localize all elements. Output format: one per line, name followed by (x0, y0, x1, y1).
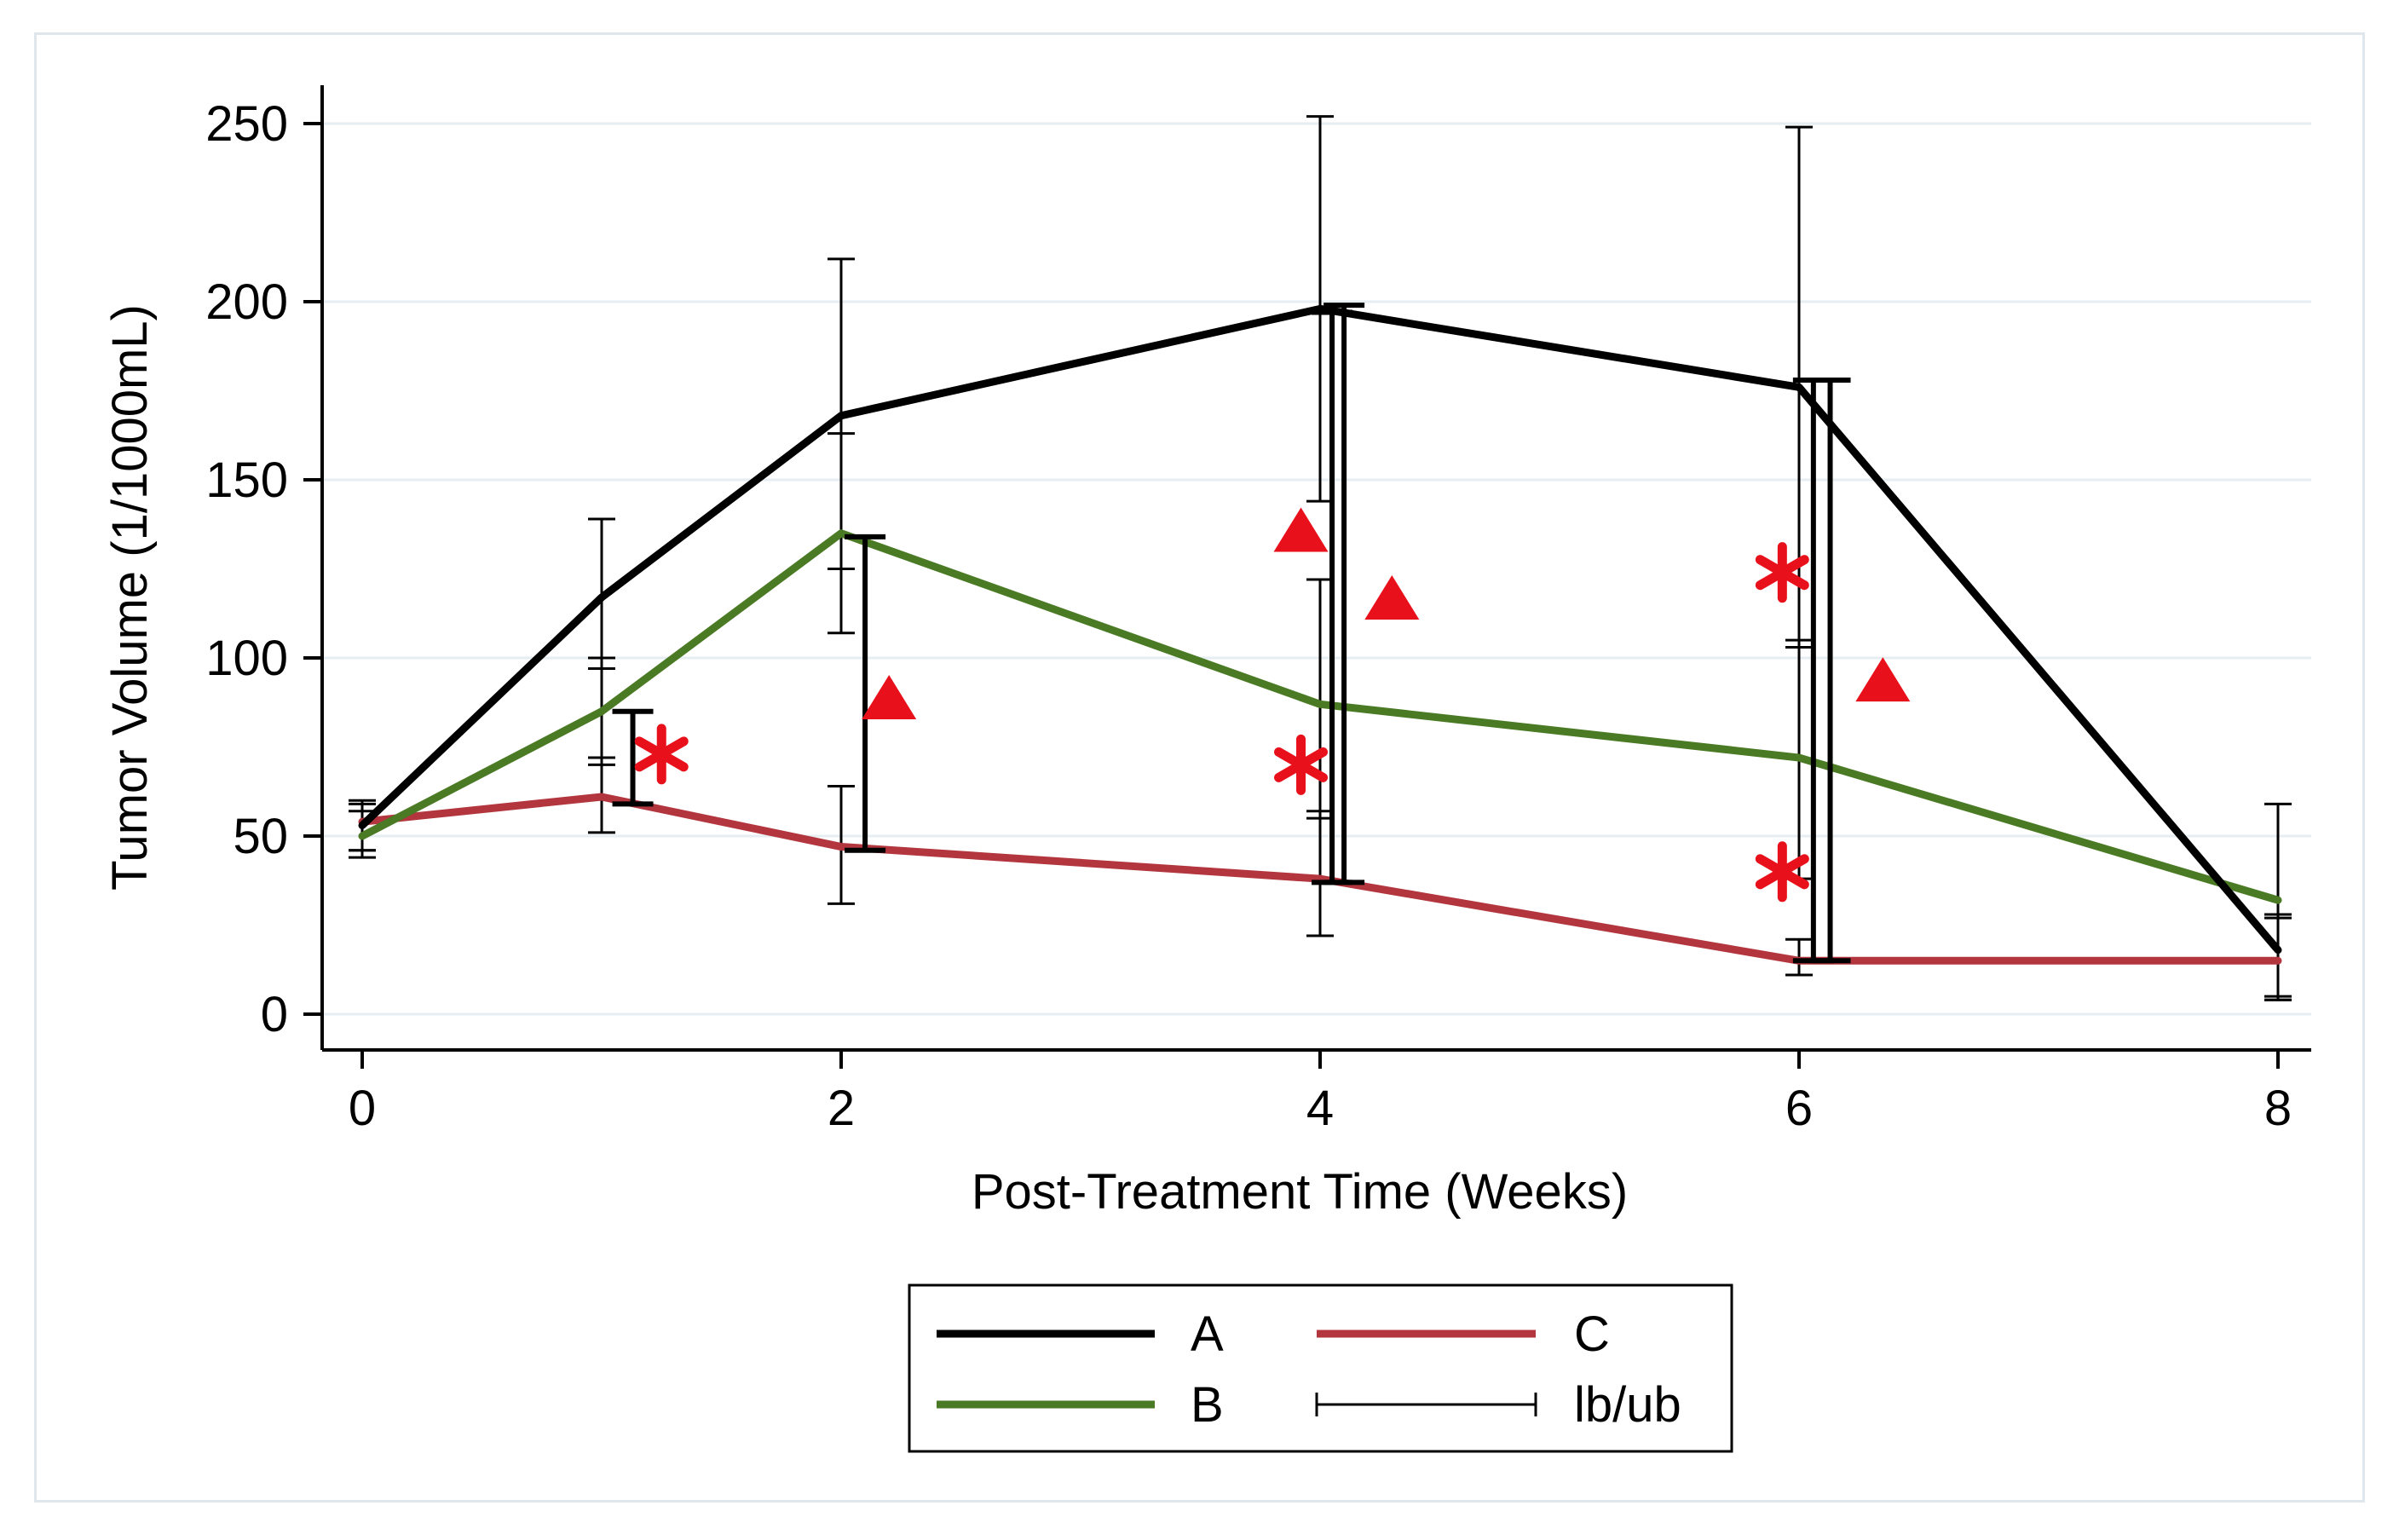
significance-markers (634, 507, 1911, 903)
asterisk-marker-5 (1755, 542, 1809, 603)
legend-label-errorbar: lb/ub (1574, 1377, 1681, 1433)
y-tick-label-3: 150 (205, 453, 288, 508)
triangle-marker-1 (862, 674, 917, 719)
chart-frame (34, 32, 2365, 1503)
series-line-b (358, 529, 2282, 904)
asterisk-stroke (634, 736, 689, 772)
series-line-a (358, 304, 2282, 955)
y-axis-title: Tumor Volume (1/1000mL) (102, 304, 158, 891)
series-lines (358, 304, 2282, 965)
asterisk-marker-6 (1755, 841, 1809, 903)
grid-lines (322, 122, 2311, 1016)
x-tick-label-1: 2 (828, 1081, 855, 1136)
legend-box (908, 1283, 1733, 1453)
legend-label-a: A (1191, 1306, 1224, 1362)
series-line-c (358, 793, 2282, 965)
triangle-marker-2 (1273, 507, 1329, 552)
asterisk-stroke (1274, 747, 1329, 782)
triangle-marker-3 (1364, 574, 1420, 620)
x-tick-label-0: 0 (349, 1081, 376, 1136)
error-bars (349, 115, 2292, 1001)
errorbar-c-3 (1306, 810, 1334, 937)
y-tick-label-0: 0 (261, 987, 288, 1042)
y-tick-label-1: 50 (233, 809, 288, 864)
axes (320, 85, 2311, 1052)
triangle-marker-7 (1855, 657, 1911, 702)
asterisk-stroke (1755, 854, 1809, 890)
legend-label-b: B (1191, 1377, 1224, 1433)
group-bar-5 (1809, 377, 1851, 964)
asterisk-marker-0 (634, 724, 689, 785)
x-tick-label-2: 4 (1306, 1081, 1334, 1136)
x-tick-label-3: 6 (1785, 1081, 1813, 1136)
x-tick-label-4: 8 (2264, 1081, 2292, 1136)
x-axis-title: Post-Treatment Time (Weeks) (972, 1164, 1628, 1220)
group-error-bars (612, 303, 1851, 964)
legend-label-c: C (1574, 1306, 1610, 1362)
y-tick-label-5: 250 (205, 96, 288, 152)
group-bar-1 (845, 534, 886, 853)
asterisk-stroke (1755, 555, 1809, 591)
y-tick-label-2: 100 (205, 631, 288, 686)
group-bar-0 (612, 708, 654, 807)
ticks: 0 50 100 150 200 250 0 2 4 6 8 (205, 96, 2292, 1136)
group-bar-3 (1323, 303, 1365, 885)
asterisk-marker-4 (1274, 734, 1329, 795)
y-tick-label-4: 200 (205, 274, 288, 330)
legend-swatch-errorbar (1315, 1393, 1537, 1416)
legend: A C B lb/ub (908, 1283, 1733, 1453)
